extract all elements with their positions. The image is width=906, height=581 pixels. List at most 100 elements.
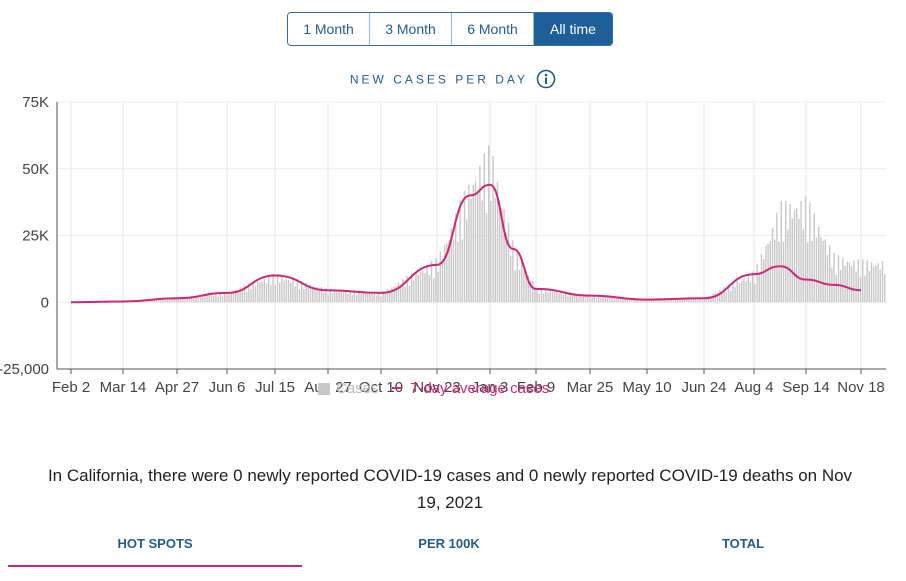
case-bar bbox=[604, 297, 606, 303]
x-tick-label: Jan 3 bbox=[472, 379, 509, 396]
case-bar bbox=[241, 291, 243, 303]
legend-cases-label[interactable]: Cases bbox=[336, 380, 379, 397]
case-bar bbox=[622, 297, 624, 303]
case-bar bbox=[538, 293, 540, 303]
case-bar bbox=[809, 202, 811, 303]
tab-total[interactable]: TOTAL bbox=[721, 536, 765, 551]
case-bar bbox=[402, 279, 404, 303]
case-bar bbox=[690, 298, 692, 303]
case-bar bbox=[369, 292, 371, 303]
case-bar bbox=[202, 296, 204, 303]
case-bar bbox=[716, 292, 719, 303]
case-bar bbox=[257, 281, 259, 303]
case-bar bbox=[263, 278, 265, 303]
case-bar bbox=[155, 299, 158, 303]
range-1-month-button[interactable]: 1 Month bbox=[288, 13, 370, 45]
case-bar bbox=[721, 292, 723, 303]
case-bar bbox=[265, 283, 268, 303]
case-bar bbox=[725, 292, 727, 303]
case-bar bbox=[780, 200, 782, 303]
case-bar bbox=[730, 290, 732, 303]
cases-bars bbox=[89, 145, 886, 303]
case-bar bbox=[747, 274, 749, 303]
case-bar bbox=[448, 240, 450, 303]
case-bar bbox=[875, 265, 877, 303]
case-bar bbox=[338, 290, 340, 303]
case-bar bbox=[767, 243, 769, 303]
case-bar bbox=[232, 291, 235, 303]
case-bar bbox=[351, 295, 353, 303]
case-bar bbox=[360, 293, 362, 303]
case-bar bbox=[734, 286, 736, 303]
case-bar bbox=[837, 255, 840, 303]
case-bar bbox=[210, 293, 213, 303]
case-bar bbox=[813, 213, 815, 303]
case-bar bbox=[822, 240, 824, 303]
range-all-time-button[interactable]: All time bbox=[534, 13, 612, 45]
case-bar bbox=[195, 295, 197, 303]
case-bar bbox=[791, 218, 793, 303]
case-bar bbox=[582, 295, 584, 303]
info-icon[interactable] bbox=[536, 69, 556, 92]
x-tick-label: Jun 24 bbox=[681, 379, 726, 396]
x-tick-label: Nov 23 bbox=[413, 379, 461, 396]
case-bar bbox=[391, 287, 393, 303]
case-bar bbox=[250, 289, 252, 303]
case-bar bbox=[565, 291, 567, 303]
case-bar bbox=[184, 297, 186, 303]
case-bar bbox=[670, 298, 672, 303]
case-bar bbox=[758, 273, 760, 303]
case-bar bbox=[400, 286, 402, 303]
case-bar bbox=[415, 272, 417, 303]
case-bar bbox=[598, 295, 600, 303]
case-bar bbox=[543, 293, 545, 303]
case-bar bbox=[666, 298, 668, 303]
case-bar bbox=[692, 299, 694, 303]
tab-hot-spots[interactable]: HOT SPOTS bbox=[8, 528, 302, 570]
case-bar bbox=[393, 286, 395, 303]
case-bar bbox=[576, 295, 578, 303]
case-bar bbox=[230, 292, 232, 303]
case-bar bbox=[353, 290, 356, 303]
case-bar bbox=[169, 299, 171, 303]
case-bar bbox=[523, 271, 525, 303]
case-bar bbox=[437, 271, 439, 303]
case-bar bbox=[558, 293, 560, 303]
case-bar bbox=[534, 289, 536, 303]
case-bar bbox=[701, 299, 703, 303]
y-tick-label: 0 bbox=[41, 294, 49, 311]
case-bar bbox=[153, 299, 155, 303]
case-bar bbox=[606, 296, 609, 303]
case-bar bbox=[683, 298, 686, 303]
legend-average-label[interactable]: 7-day average cases bbox=[410, 380, 549, 397]
legend-cases-swatch bbox=[318, 383, 330, 395]
case-bar bbox=[853, 260, 855, 303]
tab-per-100k[interactable]: PER 100K bbox=[418, 536, 480, 551]
range-6-month-button[interactable]: 6 Month bbox=[452, 13, 534, 45]
case-bar bbox=[362, 291, 364, 303]
case-bar bbox=[609, 296, 611, 303]
y-tick-label: -25,000 bbox=[0, 361, 49, 378]
case-bar bbox=[373, 291, 375, 303]
case-bar bbox=[540, 288, 543, 303]
range-3-month-button[interactable]: 3 Month bbox=[370, 13, 452, 45]
case-bar bbox=[483, 153, 485, 303]
case-bar bbox=[371, 294, 373, 303]
case-bar bbox=[672, 300, 675, 303]
case-bar bbox=[749, 282, 752, 303]
case-bar bbox=[316, 286, 318, 303]
case-bar bbox=[714, 293, 716, 303]
case-bar bbox=[162, 298, 164, 303]
case-bar bbox=[175, 297, 177, 303]
case-bar bbox=[285, 279, 287, 303]
case-bar bbox=[287, 279, 290, 303]
case-bar bbox=[386, 288, 389, 303]
case-bar bbox=[349, 290, 351, 303]
case-bar bbox=[525, 270, 527, 303]
case-bar bbox=[510, 255, 512, 303]
case-bar bbox=[259, 282, 261, 303]
case-bar bbox=[411, 273, 413, 303]
case-bar bbox=[833, 252, 835, 303]
case-bar bbox=[472, 185, 474, 303]
case-bar bbox=[490, 201, 492, 303]
